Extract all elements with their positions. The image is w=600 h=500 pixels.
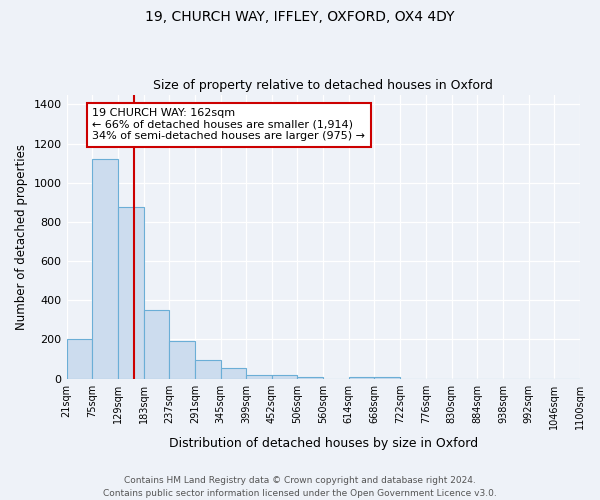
Bar xyxy=(272,375,298,378)
Bar xyxy=(195,360,221,378)
X-axis label: Distribution of detached houses by size in Oxford: Distribution of detached houses by size … xyxy=(169,437,478,450)
Text: 19, CHURCH WAY, IFFLEY, OXFORD, OX4 4DY: 19, CHURCH WAY, IFFLEY, OXFORD, OX4 4DY xyxy=(145,10,455,24)
Bar xyxy=(221,368,247,378)
Bar xyxy=(349,376,374,378)
Bar xyxy=(169,341,195,378)
Y-axis label: Number of detached properties: Number of detached properties xyxy=(15,144,28,330)
Bar xyxy=(67,340,92,378)
Bar xyxy=(247,374,272,378)
Bar xyxy=(374,376,400,378)
Bar xyxy=(118,206,143,378)
Title: Size of property relative to detached houses in Oxford: Size of property relative to detached ho… xyxy=(154,79,493,92)
Text: Contains HM Land Registry data © Crown copyright and database right 2024.
Contai: Contains HM Land Registry data © Crown c… xyxy=(103,476,497,498)
Bar xyxy=(92,159,118,378)
Bar xyxy=(298,376,323,378)
Bar xyxy=(143,310,169,378)
Text: 19 CHURCH WAY: 162sqm
← 66% of detached houses are smaller (1,914)
34% of semi-d: 19 CHURCH WAY: 162sqm ← 66% of detached … xyxy=(92,108,365,142)
